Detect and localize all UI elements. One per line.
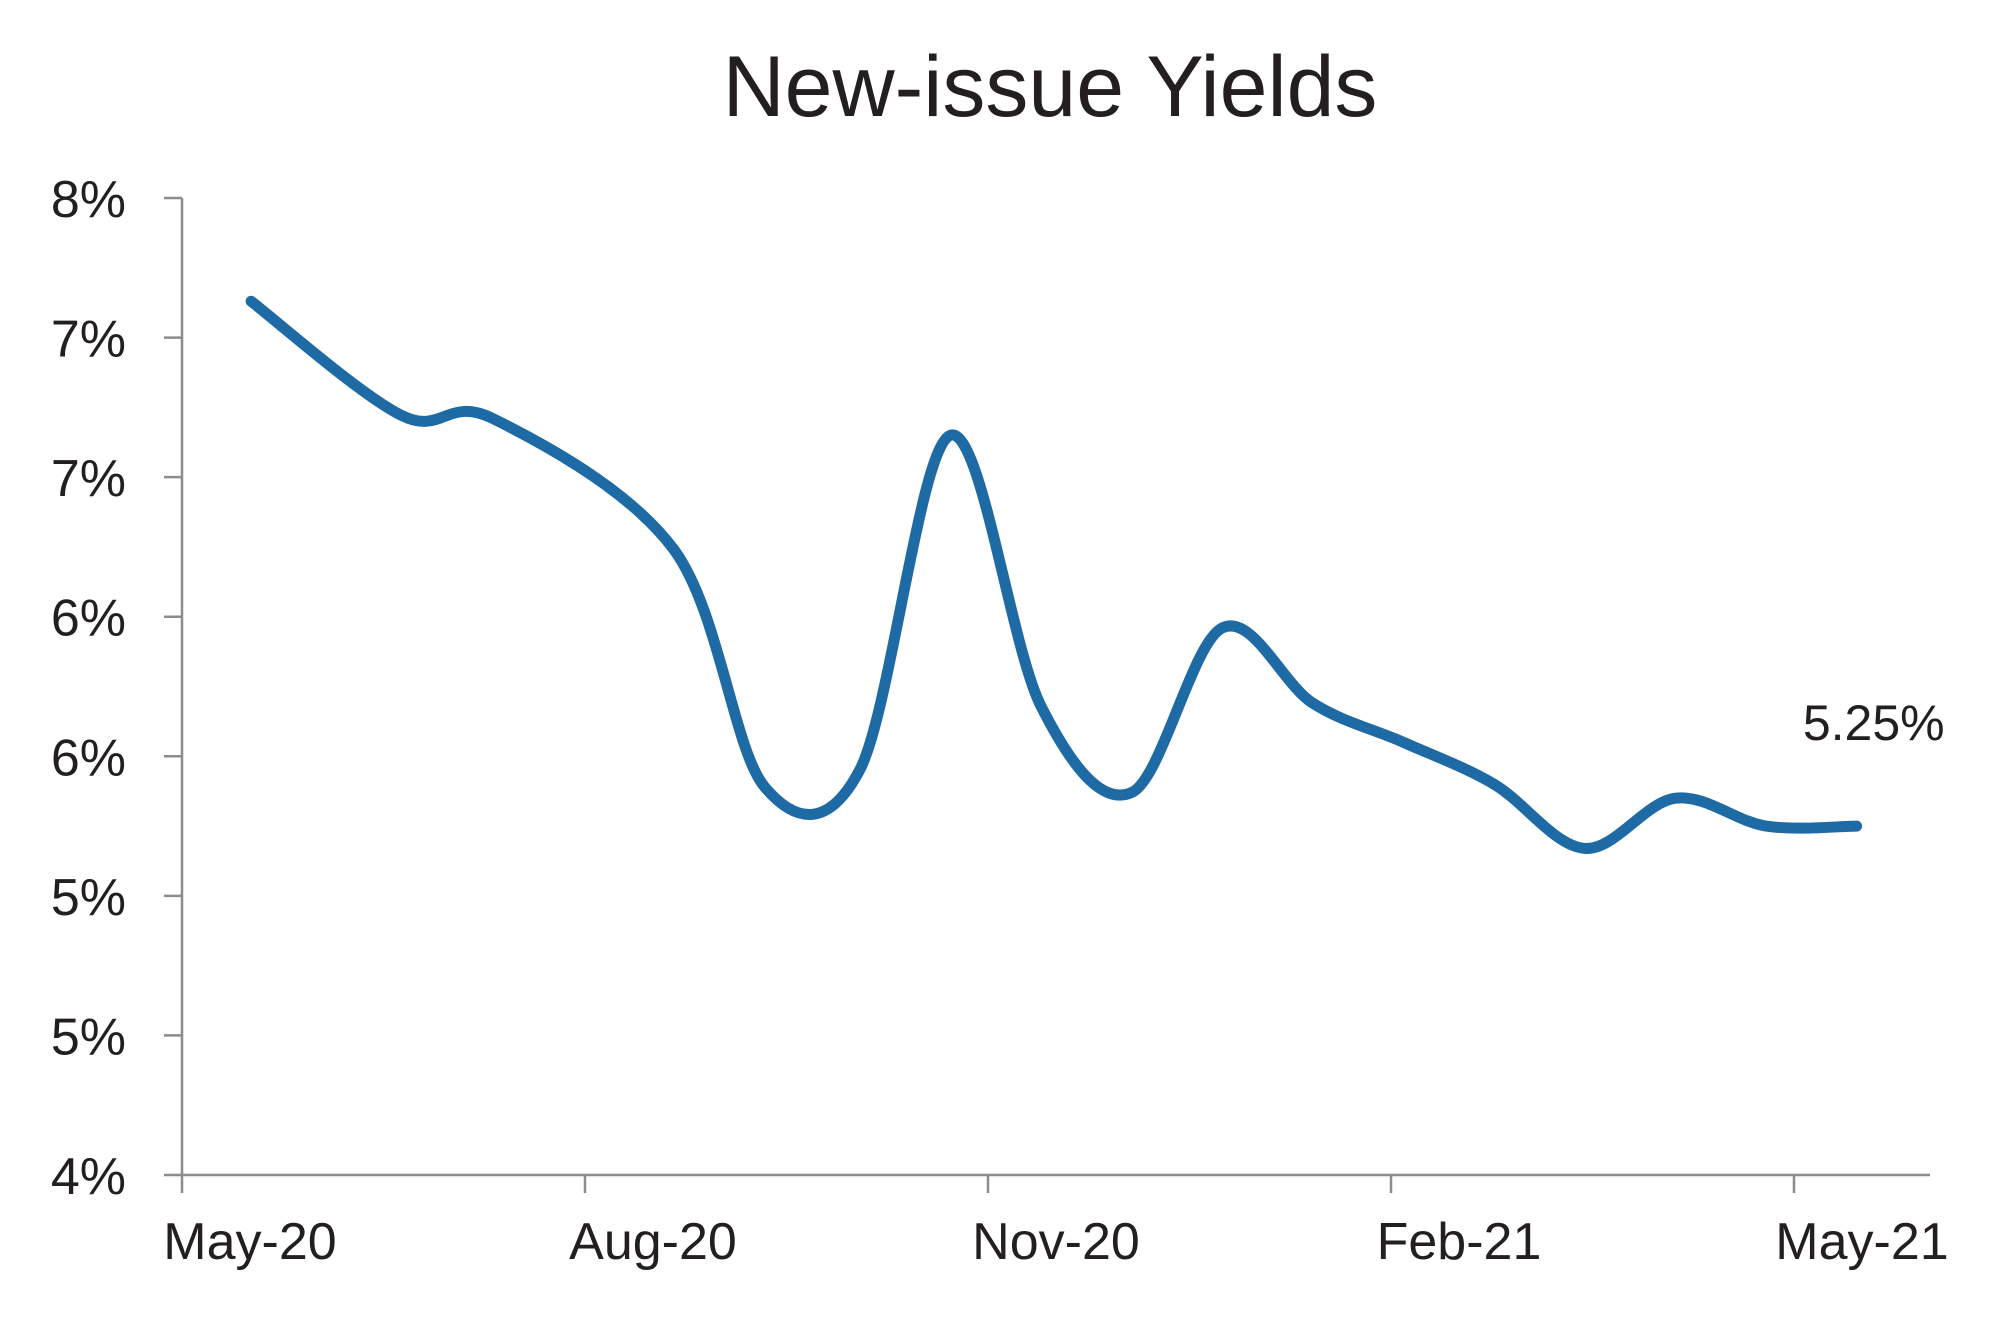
y-tick-label: 6% xyxy=(51,729,126,787)
y-tick-label: 5% xyxy=(51,869,126,927)
series-layer xyxy=(245,295,1863,854)
y-tick-label: 5% xyxy=(51,1008,126,1066)
y-tick-label: 6% xyxy=(51,590,126,648)
x-tick-label: Aug-20 xyxy=(569,1213,737,1271)
y-tick-label: 7% xyxy=(51,450,126,508)
data-label: 5.25% xyxy=(1803,695,1945,751)
annotation-layer: 5.25% xyxy=(1803,695,1945,751)
x-tick-label: Nov-20 xyxy=(972,1213,1140,1271)
series-line xyxy=(245,295,1863,854)
y-axis-ticks: 8% 7% 7% 6% 6% 5% 5% 4% xyxy=(51,171,182,1206)
x-tick-label: Feb-21 xyxy=(1377,1213,1542,1271)
x-tick-label: May-20 xyxy=(163,1213,336,1271)
y-tick-label: 8% xyxy=(51,171,126,229)
chart-title: New-issue Yields xyxy=(723,39,1378,135)
x-axis-ticks: May-20 Aug-20 Nov-20 Feb-21 May-21 xyxy=(163,1175,1949,1271)
chart-axes xyxy=(180,198,1930,1177)
y-tick-label: 7% xyxy=(51,311,126,369)
y-tick-label: 4% xyxy=(51,1148,126,1206)
x-tick-label: May-21 xyxy=(1775,1213,1948,1271)
